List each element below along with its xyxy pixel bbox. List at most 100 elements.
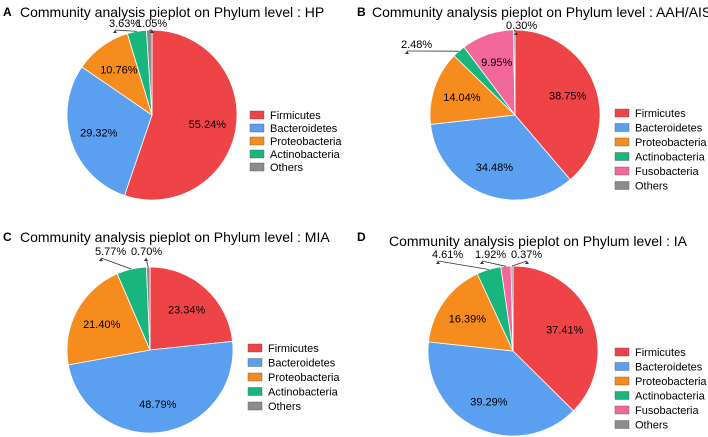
pie-panel-d: D Community analysis pieplot on Phylum le…	[357, 230, 707, 437]
slice-label-proteobacteria: 14.04%	[443, 92, 481, 104]
panel-title: Community analysis pieplot on Phylum lev…	[20, 4, 324, 20]
legend-label-proteobacteria: Proteobacteria	[635, 137, 707, 149]
pie-panel-a: A Community analysis pieplot on Phylum le…	[3, 4, 342, 201]
slice-label-actinobacteria: 3.63%	[109, 18, 140, 30]
legend: Firmicutes Bacteroidetes Proteobacteria Act…	[247, 343, 340, 413]
legend-swatch-actinobacteria	[247, 387, 263, 396]
slice-label-fusobacteria: 1.92%	[475, 249, 506, 261]
label-leader-others	[513, 29, 517, 33]
legend-swatch-others	[614, 181, 630, 190]
slice-label-fusobacteria: 9.95%	[481, 57, 512, 69]
label-arrow-others	[144, 258, 148, 261]
label-leader-actinobacteria	[100, 257, 132, 270]
legend-label-others: Others	[635, 420, 669, 432]
slice-firmicutes	[512, 265, 599, 412]
label-arrow-actinobacteria	[436, 261, 440, 264]
legend-swatch-fusobacteria	[614, 166, 630, 176]
slice-bacteroidetes	[427, 341, 574, 437]
slice-label-proteobacteria: 21.40%	[83, 319, 121, 331]
slice-label-others: 0.37%	[511, 249, 542, 261]
slice-firmicutes	[149, 266, 233, 351]
legend-swatch-fusobacteria	[614, 405, 630, 415]
legend-swatch-firmicutes	[614, 347, 630, 357]
label-leader-others	[511, 260, 528, 267]
legend-label-actinobacteria: Actinobacteria	[635, 391, 706, 403]
legend-label-actinobacteria: Actinobacteria	[635, 152, 706, 164]
slice-proteobacteria	[429, 55, 516, 125]
legend-label-proteobacteria: Proteobacteria	[270, 136, 342, 148]
legend-label-bacteroidetes: Bacteroidetes	[270, 123, 338, 135]
legend-label-firmicutes: Firmicutes	[635, 347, 686, 359]
legend-label-proteobacteria: Proteobacteria	[635, 376, 707, 388]
legend-label-firmicutes: Firmicutes	[268, 343, 319, 355]
slice-label-actinobacteria: 2.48%	[401, 39, 432, 51]
legend-swatch-bacteroidetes	[247, 358, 263, 367]
legend-swatch-actinobacteria	[614, 152, 630, 161]
legend-swatch-proteobacteria	[247, 372, 263, 382]
legend-label-firmicutes: Firmicutes	[270, 110, 321, 122]
slice-label-proteobacteria: 10.76%	[100, 65, 138, 77]
panel-letter: C	[3, 230, 12, 244]
label-arrow-others	[514, 32, 518, 35]
slice-label-firmicutes: 38.75%	[549, 91, 587, 103]
legend-swatch-bacteroidetes	[614, 362, 630, 371]
slice-firmicutes	[514, 29, 601, 181]
legend-label-proteobacteria: Proteobacteria	[268, 372, 340, 384]
slice-bacteroidetes	[67, 340, 234, 434]
legend: Firmicutes Bacteroidetes Proteobacteria Act…	[614, 347, 707, 432]
legend: FirmicutesBacteroidetesProteobacteriaAct…	[249, 110, 342, 174]
slice-label-proteobacteria: 16.39%	[449, 313, 487, 325]
slice-label-firmicutes: 55.24%	[189, 119, 227, 131]
label-arrow-others	[525, 261, 529, 264]
panel-letter: B	[357, 5, 366, 19]
legend-label-bacteroidetes: Bacteroidetes	[635, 362, 703, 374]
slice-proteobacteria	[66, 273, 151, 366]
label-leader-actinobacteria	[114, 29, 137, 32]
panel-title: Community analysis pieplot on Phylum lev…	[372, 4, 708, 20]
panel-letter: A	[3, 5, 12, 19]
slice-label-bacteroidetes: 48.79%	[139, 399, 177, 411]
legend-label-others: Others	[270, 162, 304, 174]
legend-swatch-proteobacteria	[614, 376, 630, 386]
slice-label-others: 0.30%	[506, 20, 537, 32]
slice-label-bacteroidetes: 29.32%	[80, 128, 118, 140]
slice-bacteroidetes	[430, 114, 571, 201]
label-arrow-actinobacteria	[113, 30, 117, 33]
label-arrow-others	[150, 30, 154, 33]
slice-bacteroidetes	[66, 66, 153, 196]
panel-title: Community analysis pieplot on Phylum lev…	[389, 233, 688, 249]
legend-swatch-proteobacteria	[249, 136, 265, 146]
legend-label-fusobacteria: Fusobacteria	[635, 166, 699, 178]
slice-firmicutes	[124, 29, 238, 201]
slice-label-others: 0.70%	[131, 246, 162, 258]
slice-label-actinobacteria: 4.61%	[432, 249, 463, 261]
legend-label-others: Others	[635, 181, 669, 193]
slice-label-actinobacteria: 5.77%	[95, 246, 126, 258]
legend-swatch-firmicutes	[249, 110, 265, 120]
legend-swatch-others	[247, 401, 263, 411]
panel-letter: D	[357, 230, 366, 244]
label-arrow-actinobacteria	[405, 51, 409, 54]
slice-label-others: 1.05%	[136, 18, 167, 30]
slice-others	[145, 266, 151, 351]
legend-label-bacteroidetes: Bacteroidetes	[268, 358, 336, 370]
legend: FirmicutesBacteroidetesProteobacteriaAct…	[614, 108, 707, 193]
legend-swatch-others	[614, 420, 630, 429]
legend-label-actinobacteria: Actinobacteria	[268, 387, 339, 399]
legend-label-firmicutes: Firmicutes	[635, 108, 686, 120]
legend-label-others: Others	[268, 401, 302, 413]
pie-panel-c: C Community analysis pieplot on Phylum le…	[3, 229, 340, 434]
legend-swatch-bacteroidetes	[614, 123, 630, 132]
slice-label-bacteroidetes: 39.29%	[470, 397, 508, 409]
panel-title: Community analysis pieplot on Phylum lev…	[20, 229, 330, 245]
label-leader-actinobacteria	[437, 260, 489, 270]
legend-swatch-firmicutes	[247, 343, 263, 353]
legend-swatch-others	[249, 162, 265, 172]
slice-label-firmicutes: 23.34%	[168, 304, 206, 316]
slice-label-bacteroidetes: 34.48%	[476, 162, 514, 174]
legend-label-fusobacteria: Fusobacteria	[635, 405, 699, 417]
legend-swatch-bacteroidetes	[249, 123, 265, 133]
legend-swatch-firmicutes	[614, 108, 630, 118]
label-leader-fusobacteria	[481, 260, 506, 267]
